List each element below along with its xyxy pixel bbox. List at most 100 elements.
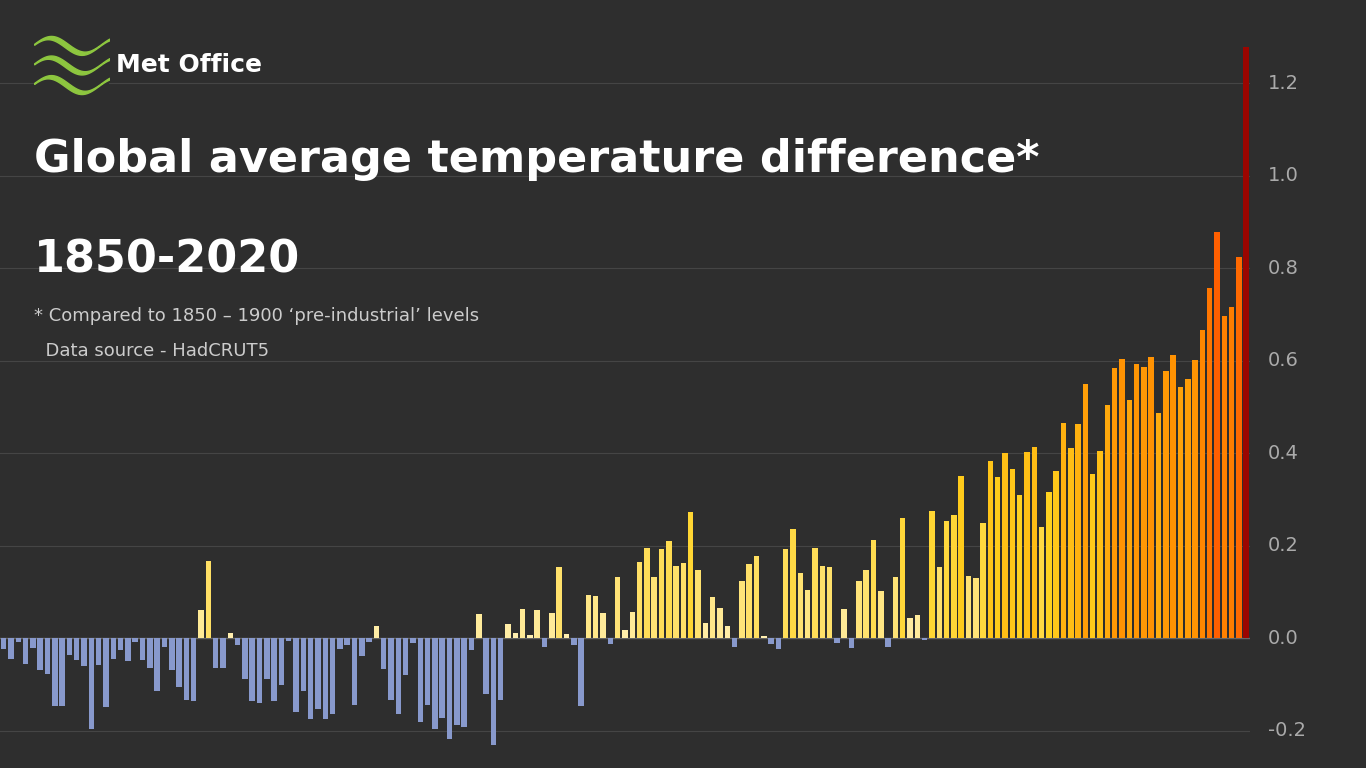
Bar <box>322 638 328 719</box>
Bar <box>45 638 51 674</box>
Bar <box>126 638 131 661</box>
Bar <box>608 638 613 644</box>
Bar <box>791 529 796 638</box>
Bar <box>900 518 906 638</box>
Bar <box>512 633 518 638</box>
Bar <box>344 638 350 645</box>
Bar <box>148 638 153 667</box>
Bar <box>658 548 664 638</box>
Bar <box>922 638 928 640</box>
Bar <box>1177 387 1183 638</box>
Bar <box>870 541 876 638</box>
Bar <box>951 515 956 638</box>
Bar <box>739 581 744 638</box>
Bar <box>981 523 986 638</box>
Bar <box>30 638 36 648</box>
Bar <box>59 638 64 706</box>
Bar <box>885 638 891 647</box>
Bar <box>534 610 540 638</box>
Bar <box>484 638 489 694</box>
Bar <box>578 638 583 706</box>
Bar <box>1149 356 1154 638</box>
Bar <box>205 561 212 638</box>
Bar <box>695 571 701 638</box>
Bar <box>527 635 533 638</box>
Bar <box>805 590 810 638</box>
Bar <box>600 614 605 638</box>
Bar <box>688 511 694 638</box>
Bar <box>1193 360 1198 638</box>
Bar <box>1199 330 1205 638</box>
Bar <box>191 638 197 701</box>
Bar <box>499 638 504 700</box>
Bar <box>841 609 847 638</box>
Bar <box>176 638 182 687</box>
Bar <box>1016 495 1022 638</box>
Bar <box>542 638 548 647</box>
Text: 0.4: 0.4 <box>1268 444 1299 463</box>
Bar <box>856 581 862 638</box>
Bar <box>1024 452 1030 638</box>
Text: 1.2: 1.2 <box>1268 74 1299 93</box>
Bar <box>520 609 526 638</box>
Bar <box>505 624 511 638</box>
Bar <box>959 475 964 638</box>
Bar <box>973 578 978 638</box>
Bar <box>1112 369 1117 638</box>
Bar <box>294 638 299 712</box>
Bar <box>593 597 598 638</box>
Bar <box>966 575 971 638</box>
Bar <box>1162 371 1168 638</box>
Bar <box>213 638 219 667</box>
Bar <box>307 638 313 720</box>
Bar <box>622 630 628 638</box>
Bar <box>432 638 437 729</box>
Bar <box>250 638 255 701</box>
Bar <box>835 638 840 643</box>
Bar <box>1229 306 1235 638</box>
Bar <box>702 623 708 638</box>
Bar <box>988 461 993 638</box>
Bar <box>352 638 358 705</box>
Bar <box>366 638 372 642</box>
Bar <box>220 638 225 667</box>
Bar <box>337 638 343 649</box>
Bar <box>549 613 555 638</box>
Text: Met Office: Met Office <box>116 53 262 78</box>
Bar <box>915 615 921 638</box>
Bar <box>104 638 109 707</box>
Bar <box>440 638 445 718</box>
Bar <box>490 638 496 745</box>
Text: * Compared to 1850 – 1900 ‘pre-industrial’ levels: * Compared to 1850 – 1900 ‘pre-industria… <box>34 307 479 325</box>
Bar <box>425 638 430 704</box>
Text: -0.2: -0.2 <box>1268 721 1306 740</box>
Bar <box>475 614 481 638</box>
Bar <box>1 638 7 649</box>
Bar <box>37 638 42 670</box>
Bar <box>15 638 20 642</box>
Bar <box>732 638 738 647</box>
Bar <box>769 638 775 644</box>
Bar <box>1097 451 1102 638</box>
Bar <box>96 638 101 665</box>
Bar <box>418 638 423 722</box>
Bar <box>1134 364 1139 638</box>
Bar <box>264 638 269 679</box>
Bar <box>161 638 167 647</box>
Bar <box>907 618 912 638</box>
Bar <box>74 638 79 660</box>
Bar <box>848 638 854 648</box>
Bar <box>447 638 452 740</box>
Bar <box>374 625 380 638</box>
Bar <box>388 638 393 700</box>
Bar <box>381 638 387 669</box>
Bar <box>139 638 145 660</box>
Bar <box>1046 492 1052 638</box>
Bar <box>117 638 123 650</box>
Bar <box>667 541 672 638</box>
Bar <box>994 476 1000 638</box>
Bar <box>1090 474 1096 638</box>
Text: 0.8: 0.8 <box>1268 259 1299 278</box>
Bar <box>242 638 247 679</box>
Bar <box>359 638 365 656</box>
